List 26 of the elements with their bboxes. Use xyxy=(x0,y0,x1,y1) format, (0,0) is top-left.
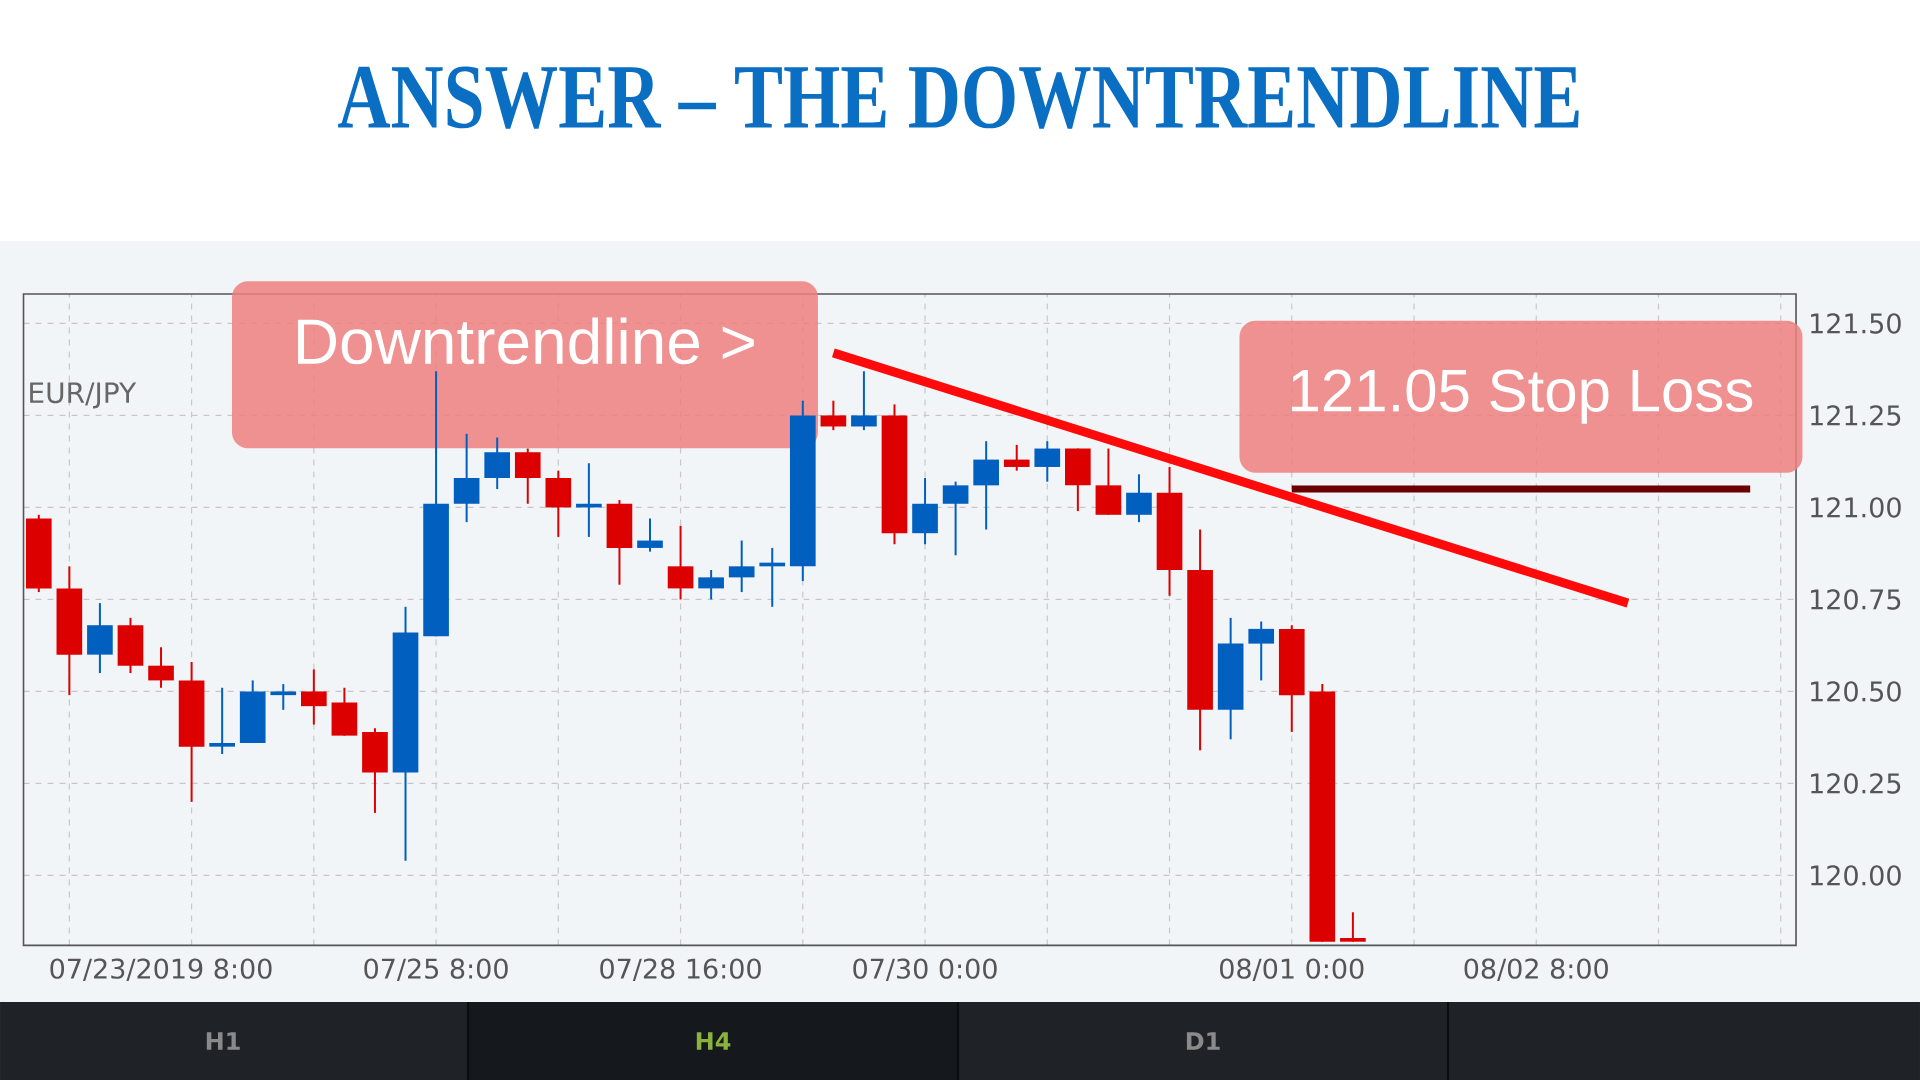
x-tick-label: 07/25 8:00 xyxy=(364,958,508,981)
candlestick xyxy=(270,683,297,711)
candlestick xyxy=(637,517,663,553)
candlestick xyxy=(1340,911,1366,943)
candlestick xyxy=(209,686,235,756)
y-tick-label: 121.25 xyxy=(1811,405,1901,426)
y-tick-label: 120.25 xyxy=(1811,773,1901,794)
x-tick-label: 08/02 8:00 xyxy=(1464,958,1608,981)
x-tick-label: 07/23/2019 8:00 xyxy=(50,958,272,981)
candlestick xyxy=(1003,443,1030,472)
candlestick xyxy=(851,370,877,432)
y-tick-label: 120.75 xyxy=(1811,589,1901,610)
text: D1 xyxy=(1186,1032,1220,1050)
annotation: EUR/JPY xyxy=(30,382,137,409)
y-tick-label: 121.50 xyxy=(1811,313,1901,334)
x-tick-label: 07/30 0:00 xyxy=(853,958,997,981)
text: H4 xyxy=(696,1032,731,1050)
annotation: 121.05 Stop Loss xyxy=(1292,369,1753,424)
text: H1 xyxy=(206,1032,240,1050)
x-tick-label: 07/28 16:00 xyxy=(600,958,761,981)
y-tick-label: 120.00 xyxy=(1811,865,1901,886)
y-tick-label: 121.00 xyxy=(1811,497,1901,518)
x-tick-label: 08/01 0:00 xyxy=(1220,958,1364,981)
chart-title: ANSWER – THE DOWNTRENDLINE xyxy=(338,66,1579,129)
y-tick-label: 120.50 xyxy=(1811,681,1901,702)
annotation: Downtrendline > xyxy=(298,317,754,365)
